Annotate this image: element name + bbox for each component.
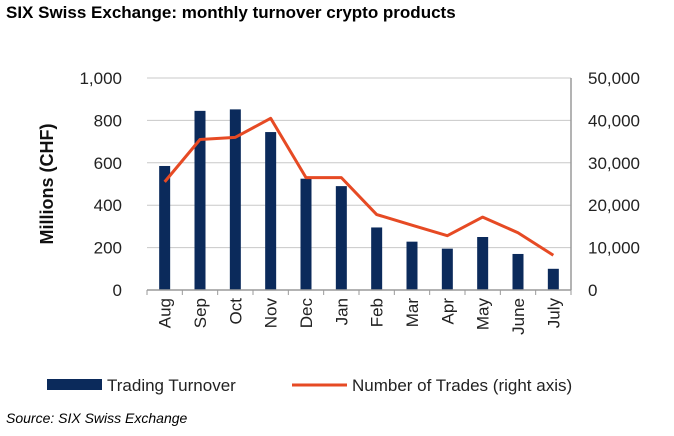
bar [335, 186, 347, 290]
x-tick-label: Mar [403, 298, 422, 328]
bar [477, 237, 489, 290]
legend: Trading Turnover Number of Trades (right… [47, 376, 572, 395]
bar [229, 109, 241, 290]
bar [547, 268, 559, 290]
y2-tick-label: 10,000 [588, 239, 640, 258]
right-axis-ticks: 0 10,000 20,000 30,000 40,000 50,000 [588, 69, 640, 300]
y-tick-label: 400 [94, 196, 122, 215]
y2-tick-label: 50,000 [588, 69, 640, 88]
y-tick-label: 1,000 [79, 69, 122, 88]
y2-tick-label: 0 [588, 281, 597, 300]
y2-tick-label: 20,000 [588, 196, 640, 215]
bar [159, 165, 171, 290]
gridlines [147, 77, 571, 249]
axes [146, 78, 572, 295]
legend-bar-swatch [47, 379, 102, 390]
left-axis-ticks: 0 200 400 600 800 1,000 [79, 69, 122, 300]
bar [300, 178, 312, 290]
bar [441, 248, 453, 290]
bars [159, 109, 559, 290]
y-tick-label: 0 [113, 281, 122, 300]
x-tick-label: July [544, 298, 563, 329]
bar [371, 227, 383, 290]
bar [194, 110, 206, 290]
bar [406, 241, 418, 290]
x-tick-label: Aug [156, 298, 175, 328]
bar [512, 253, 524, 290]
x-tick-label: Feb [368, 298, 387, 327]
legend-line-label: Number of Trades (right axis) [352, 376, 572, 395]
trades-line [163, 116, 555, 257]
y-tick-label: 800 [94, 111, 122, 130]
chart-title: SIX Swiss Exchange: monthly turnover cry… [6, 3, 456, 22]
x-tick-label: Nov [262, 298, 281, 329]
trades-line-path [163, 116, 555, 257]
y-axis-title: Millions (CHF) [37, 124, 57, 245]
bar [265, 132, 277, 290]
x-tick-label: Oct [226, 298, 245, 325]
legend-bar-label: Trading Turnover [107, 376, 236, 395]
y-tick-label: 600 [94, 154, 122, 173]
x-axis-ticks: Aug Sep Oct Nov Dec Jan Feb Mar Apr May June July [156, 298, 564, 335]
source-note: Source: SIX Swiss Exchange [6, 410, 188, 426]
y2-tick-label: 40,000 [588, 111, 640, 130]
x-tick-label: Apr [438, 298, 457, 325]
x-tick-label: Dec [297, 298, 316, 329]
x-tick-label: May [474, 298, 493, 331]
y2-tick-label: 30,000 [588, 154, 640, 173]
y-tick-label: 200 [94, 239, 122, 258]
x-tick-label: June [509, 298, 528, 335]
x-tick-label: Jan [332, 298, 351, 325]
x-tick-label: Sep [191, 298, 210, 328]
